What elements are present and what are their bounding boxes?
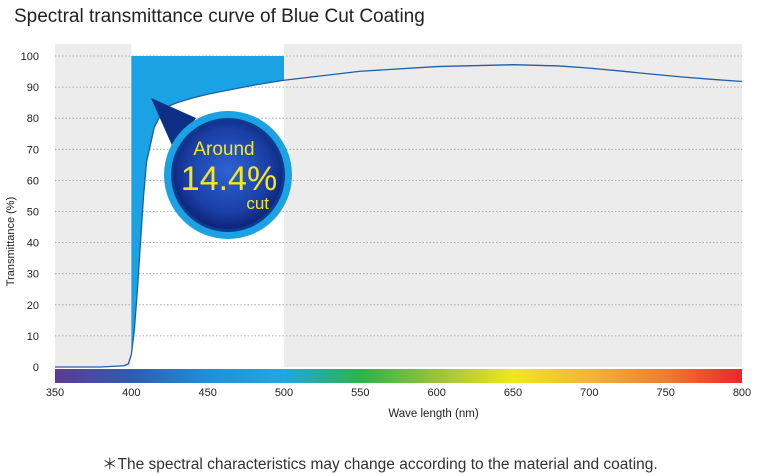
y-tick-label-90: 90 [27, 82, 39, 94]
footnote: ＊The spectral characteristics may change… [102, 456, 658, 473]
callout-value: 14.4% [181, 160, 277, 198]
callout-pointer [151, 98, 196, 150]
x-tick-label-500: 500 [275, 387, 293, 399]
y-tick-label-40: 40 [27, 238, 39, 250]
y-tick-label-50: 50 [27, 207, 39, 219]
x-tick-label-750: 750 [656, 387, 674, 399]
y-tick-label-10: 10 [27, 331, 39, 343]
x-tick-label-600: 600 [427, 387, 445, 399]
callout-line1: Around [193, 139, 254, 160]
y-tick-label-100: 100 [21, 51, 39, 63]
y-axis-label: Transmittance (%) [5, 197, 17, 286]
x-tick-label-800: 800 [733, 387, 751, 399]
callout-bubble [174, 121, 282, 229]
y-tick-label-60: 60 [27, 175, 39, 187]
blue-cut-area [131, 56, 284, 355]
y-tick-label-80: 80 [27, 113, 39, 125]
y-tick-label-20: 20 [27, 300, 39, 312]
x-tick-label-550: 550 [351, 387, 369, 399]
x-tick-label-650: 650 [504, 387, 522, 399]
transmittance-line [55, 64, 743, 368]
chart-title: Spectral transmittance curve of Blue Cut… [14, 6, 425, 27]
wavelength-spectrum-bar [55, 369, 742, 383]
x-tick-label-700: 700 [580, 387, 598, 399]
y-tick-label-30: 30 [27, 269, 39, 281]
x-tick-label-450: 450 [198, 387, 216, 399]
y-tick-label-70: 70 [27, 144, 39, 156]
callout-line3: cut [246, 194, 269, 213]
x-axis-label: Wave length (nm) [388, 408, 478, 420]
x-tick-label-350: 350 [46, 387, 64, 399]
y-tick-label-0: 0 [33, 362, 39, 374]
x-tick-label-400: 400 [122, 387, 140, 399]
